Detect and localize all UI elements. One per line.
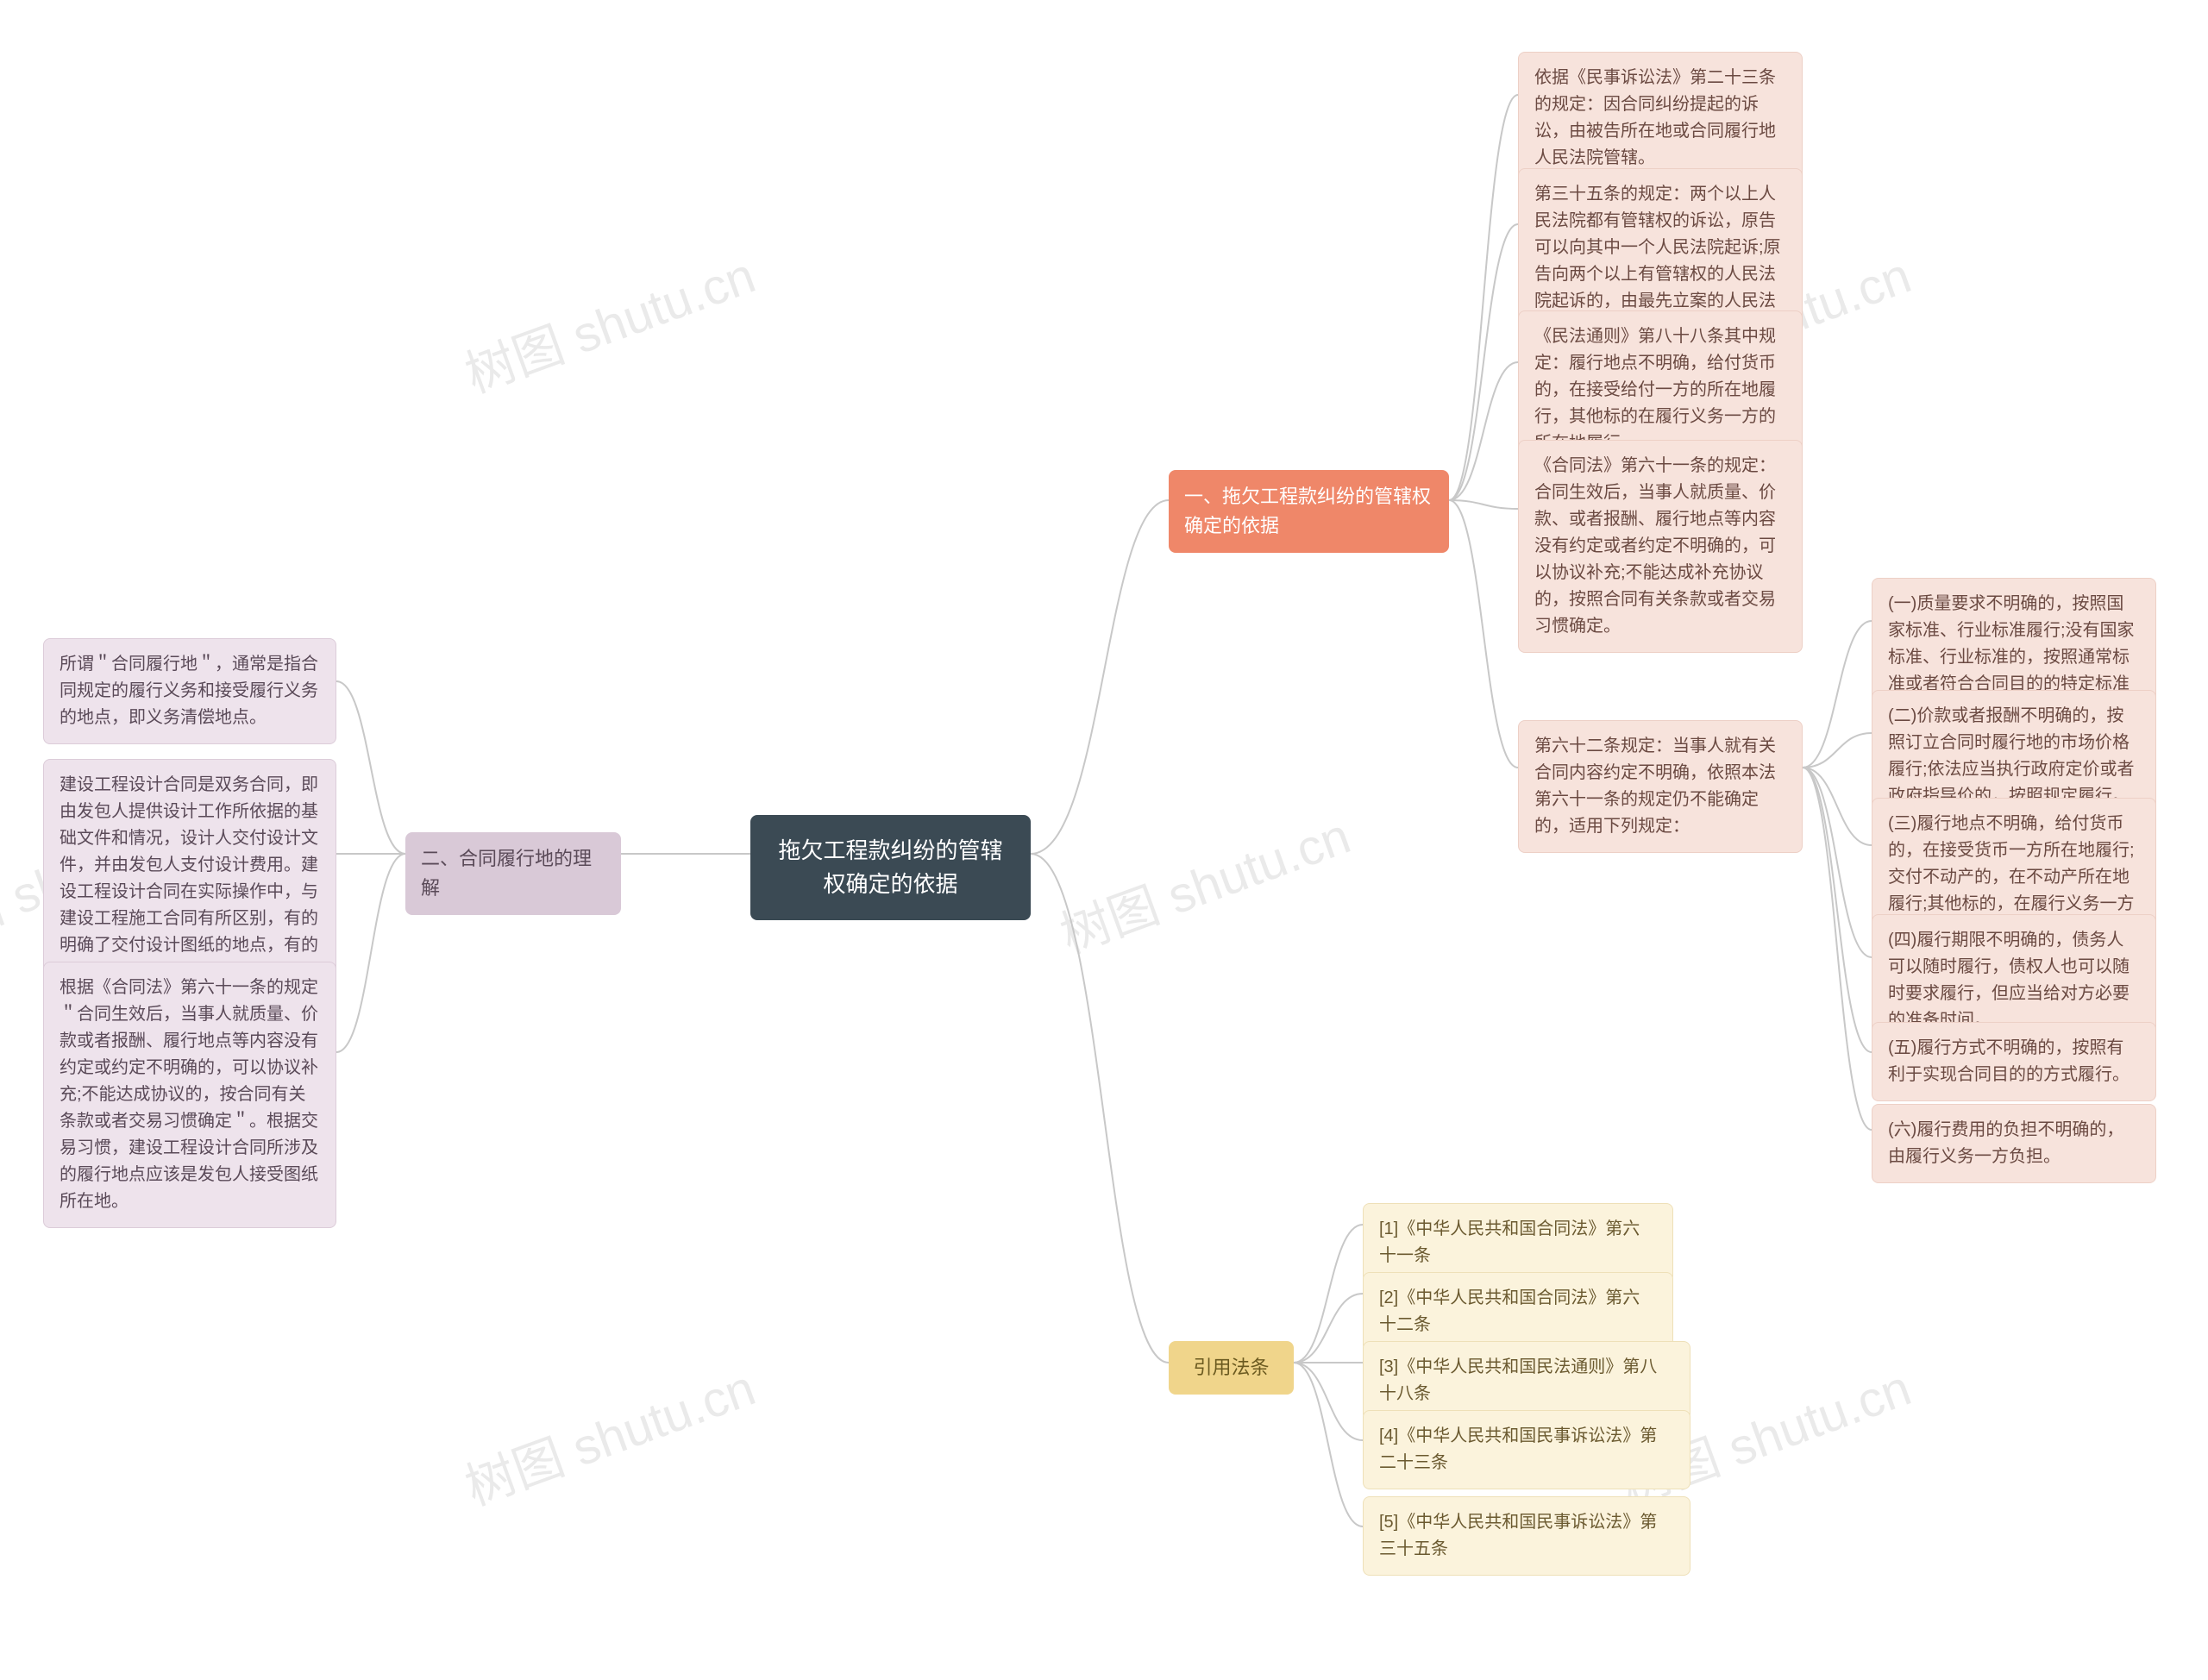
leaf-r2a: [1]《中华人民共和国合同法》第六十一条 [1363, 1203, 1673, 1282]
leaf-r2b: [2]《中华人民共和国合同法》第六十二条 [1363, 1272, 1673, 1351]
watermark: 树图 shutu.cn [454, 1347, 763, 1519]
branch-r2: 引用法条 [1169, 1341, 1294, 1395]
mindmap-stage: 树图 shutu.cn 树图 shutu.cn 树图 shutu.cn 树图 s… [0, 0, 2208, 1680]
leaf-r1d: 《合同法》第六十一条的规定：合同生效后，当事人就质量、价款、或者报酬、履行地点等… [1518, 440, 1803, 653]
watermark: 树图 shutu.cn [454, 235, 763, 406]
leaf-l1c: 根据《合同法》第六十一条的规定＂合同生效后，当事人就质量、价款或者报酬、履行地点… [43, 962, 336, 1228]
leaf-l1a: 所谓＂合同履行地＂，通常是指合同规定的履行义务和接受履行义务的地点，即义务清偿地… [43, 638, 336, 744]
leaf-r2e: [5]《中华人民共和国民事诉讼法》第三十五条 [1363, 1496, 1690, 1576]
leaf-r2c: [3]《中华人民共和国民法通则》第八十八条 [1363, 1341, 1690, 1420]
leaf-r1e6: (六)履行费用的负担不明确的，由履行义务一方负担。 [1872, 1104, 2156, 1183]
leaf-r1a: 依据《民事诉讼法》第二十三条的规定：因合同纠纷提起的诉讼，由被告所在地或合同履行… [1518, 52, 1803, 185]
watermark: 树图 shutu.cn [1049, 795, 1358, 967]
branch-r1: 一、拖欠工程款纠纷的管辖权确定的依据 [1169, 470, 1449, 553]
leaf-r2d: [4]《中华人民共和国民事诉讼法》第二十三条 [1363, 1410, 1690, 1489]
root-node: 拖欠工程款纠纷的管辖权确定的依据 [750, 815, 1031, 920]
leaf-r1e: 第六十二条规定：当事人就有关合同内容约定不明确，依照本法第六十一条的规定仍不能确… [1518, 720, 1803, 853]
leaf-r1e5: (五)履行方式不明确的，按照有利于实现合同目的的方式履行。 [1872, 1022, 2156, 1101]
branch-l1: 二、合同履行地的理解 [405, 832, 621, 915]
